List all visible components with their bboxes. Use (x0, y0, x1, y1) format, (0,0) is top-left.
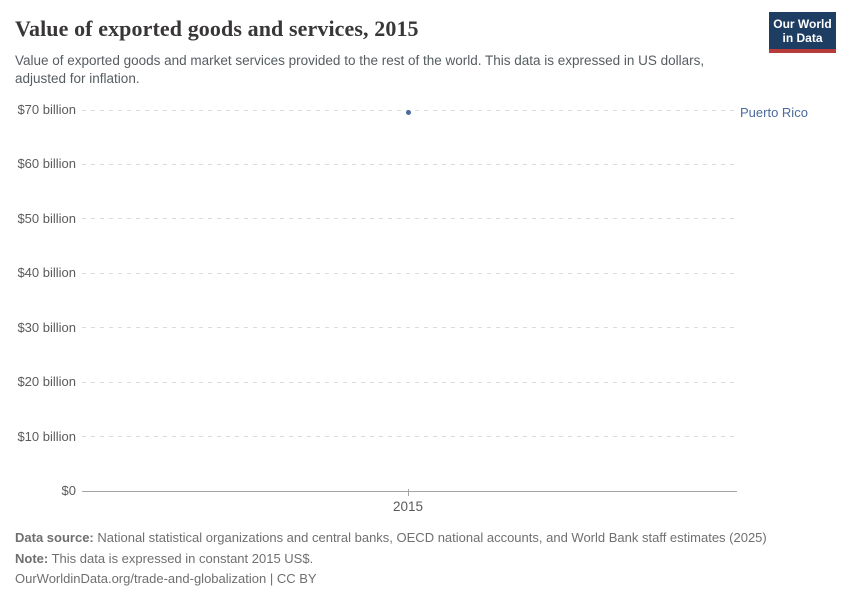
note-label: Note: (15, 550, 49, 566)
y-axis-tick-label: $60 billion (17, 156, 76, 172)
x-axis-tick-mark (408, 489, 409, 496)
data-source-label: Data source: (15, 530, 94, 545)
note-line: Note: This data is expressed in constant… (15, 549, 835, 570)
page-title: Value of exported goods and services, 20… (15, 16, 419, 41)
note-text: This data is expressed in constant 2015 … (48, 550, 314, 566)
data-source-line: Data source: National statistical organi… (15, 528, 835, 549)
gridline (82, 436, 737, 438)
y-axis-tick-label: $70 billion (17, 102, 76, 117)
gridline (82, 327, 737, 329)
y-axis-tick-label: $50 billion (17, 210, 76, 226)
owid-logo-line1: Our World (773, 17, 832, 31)
y-axis-tick-label: $0 (61, 483, 76, 498)
gridline (82, 163, 737, 165)
gridline (82, 109, 737, 111)
owid-logo-line2: in Data (782, 31, 823, 45)
y-axis-tick-label: $20 billion (17, 374, 76, 390)
y-axis-tick-label: $40 billion (17, 265, 76, 281)
gridline (82, 381, 737, 383)
y-axis-tick-label: $30 billion (17, 319, 76, 335)
gridline (82, 218, 737, 220)
data-point-puerto-rico[interactable] (405, 110, 411, 116)
y-axis-tick-label: $10 billion (17, 428, 76, 444)
x-axis-tick-label: 2015 (392, 499, 424, 514)
data-source-text: National statistical organizations and c… (93, 530, 767, 545)
citation-line: OurWorldinData.org/trade-and-globalizati… (15, 571, 317, 586)
gridline (82, 272, 737, 274)
owid-logo: Our World in Data (769, 12, 836, 53)
entity-label-puerto-rico[interactable]: Puerto Rico (740, 104, 808, 120)
x-axis-line (82, 490, 737, 492)
chart-footer: Data source: National statistical organi… (15, 528, 835, 590)
page-subtitle: Value of exported goods and market servi… (15, 53, 705, 86)
